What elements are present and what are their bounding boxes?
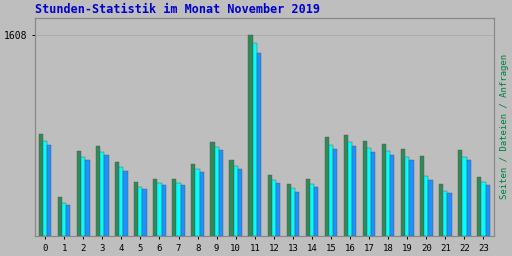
Bar	[371, 152, 375, 236]
Bar	[443, 191, 447, 236]
Text: Stunden-Statistik im Monat November 2019: Stunden-Statistik im Monat November 2019	[35, 4, 319, 16]
Bar	[196, 169, 200, 236]
Bar	[333, 149, 337, 236]
Bar	[447, 194, 452, 236]
Bar	[172, 179, 177, 236]
Bar	[348, 142, 352, 236]
Bar	[66, 205, 71, 236]
Bar	[420, 156, 424, 236]
Bar	[429, 180, 433, 236]
Bar	[291, 188, 295, 236]
Bar	[157, 183, 162, 236]
Bar	[210, 142, 215, 236]
Bar	[39, 134, 43, 236]
Bar	[81, 157, 86, 236]
Bar	[363, 141, 367, 236]
Bar	[229, 160, 233, 236]
Bar	[462, 157, 466, 236]
Bar	[119, 167, 123, 236]
Bar	[268, 175, 272, 236]
Bar	[134, 182, 138, 236]
Bar	[104, 155, 109, 236]
Bar	[257, 52, 261, 236]
Bar	[424, 176, 429, 236]
Bar	[276, 183, 280, 236]
Bar	[367, 148, 371, 236]
Bar	[77, 151, 81, 236]
Bar	[272, 180, 276, 236]
Bar	[409, 161, 414, 236]
Bar	[248, 35, 252, 236]
Bar	[295, 191, 299, 236]
Bar	[43, 141, 47, 236]
Bar	[123, 171, 127, 236]
Bar	[390, 155, 394, 236]
Bar	[405, 157, 409, 236]
Bar	[466, 161, 471, 236]
Bar	[314, 187, 318, 236]
Bar	[177, 183, 181, 236]
Bar	[481, 182, 485, 236]
Bar	[238, 169, 242, 236]
Bar	[181, 185, 185, 236]
Bar	[58, 197, 62, 236]
Bar	[485, 185, 490, 236]
Bar	[219, 151, 223, 236]
Bar	[352, 146, 356, 236]
Bar	[191, 164, 196, 236]
Bar	[162, 185, 166, 236]
Bar	[115, 162, 119, 236]
Bar	[382, 144, 386, 236]
Bar	[62, 203, 66, 236]
Bar	[200, 172, 204, 236]
Bar	[477, 177, 481, 236]
Bar	[142, 189, 146, 236]
Bar	[153, 179, 157, 236]
Bar	[306, 178, 310, 236]
Bar	[47, 145, 51, 236]
Bar	[252, 43, 257, 236]
Bar	[233, 166, 238, 236]
Bar	[287, 184, 291, 236]
Bar	[458, 150, 462, 236]
Bar	[138, 187, 142, 236]
Bar	[439, 184, 443, 236]
Bar	[325, 137, 329, 236]
Bar	[401, 149, 405, 236]
Bar	[86, 161, 90, 236]
Bar	[344, 135, 348, 236]
Bar	[215, 147, 219, 236]
Bar	[386, 151, 390, 236]
Y-axis label: Seiten / Dateien / Anfragen: Seiten / Dateien / Anfragen	[500, 54, 508, 199]
Bar	[310, 184, 314, 236]
Bar	[329, 145, 333, 236]
Bar	[96, 146, 100, 236]
Bar	[100, 152, 104, 236]
